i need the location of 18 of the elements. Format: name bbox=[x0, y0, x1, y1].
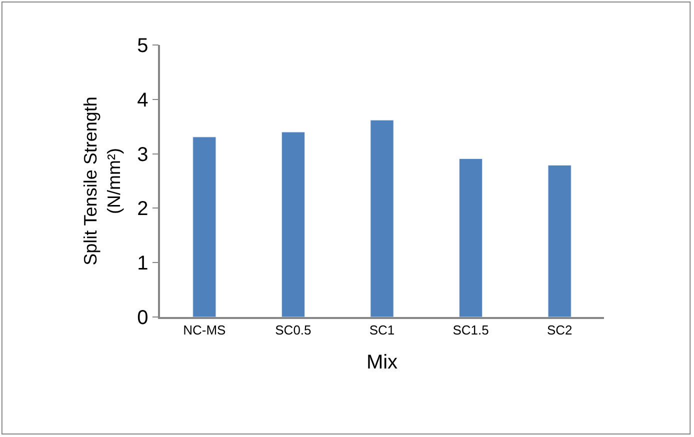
y-tick-label: 1 bbox=[137, 252, 148, 275]
bar bbox=[192, 136, 216, 317]
x-tick-label: SC1 bbox=[369, 322, 395, 338]
y-axis-title: Split Tensile Strength (N/mm²) bbox=[80, 96, 124, 266]
y-tick-label: 4 bbox=[137, 89, 148, 112]
bar bbox=[370, 120, 394, 317]
bar bbox=[459, 158, 483, 317]
y-tick-label: 3 bbox=[137, 144, 148, 166]
x-axis-title: Mix bbox=[366, 351, 398, 374]
bar bbox=[281, 132, 305, 317]
x-tick-label: SC1.5 bbox=[452, 322, 489, 338]
x-tick-label: SC2 bbox=[546, 322, 572, 338]
x-tick-label: SC0.5 bbox=[275, 322, 312, 338]
bar bbox=[548, 164, 572, 317]
x-tick-label: NC-MS bbox=[183, 322, 226, 338]
y-tick-label: 2 bbox=[137, 198, 148, 220]
y-tick-label: 5 bbox=[137, 35, 148, 57]
y-tick-label: 0 bbox=[137, 307, 148, 329]
